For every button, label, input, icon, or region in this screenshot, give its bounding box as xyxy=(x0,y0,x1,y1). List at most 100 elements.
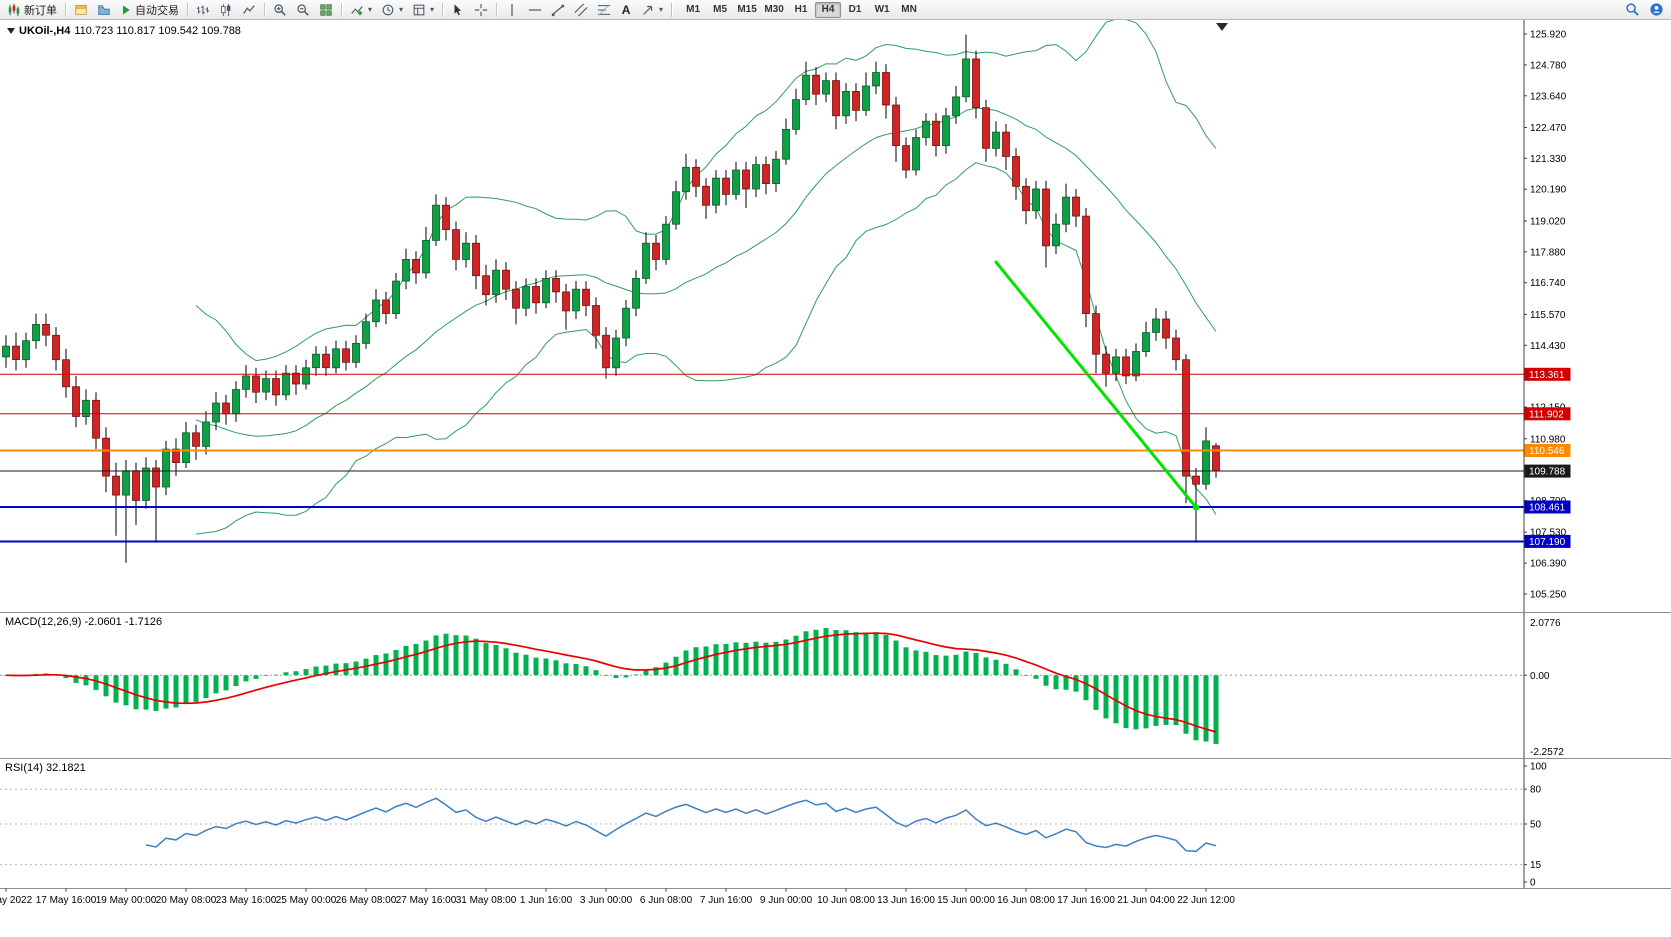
svg-text:1 Jun 16:00: 1 Jun 16:00 xyxy=(520,895,573,906)
svg-text:80: 80 xyxy=(1530,785,1542,796)
svg-text:111.902: 111.902 xyxy=(1529,409,1564,420)
svg-text:119.020: 119.020 xyxy=(1530,216,1566,227)
new-order-label: 新订单 xyxy=(24,4,57,17)
line-chart-icon xyxy=(243,4,255,14)
svg-text:10 Jun 08:00: 10 Jun 08:00 xyxy=(817,895,875,906)
new-order-icon xyxy=(8,3,20,16)
svg-text:123.640: 123.640 xyxy=(1530,91,1567,102)
zoom-in-icon xyxy=(274,3,286,16)
svg-text:16 Jun 08:00: 16 Jun 08:00 xyxy=(997,895,1055,906)
horizontal-line-icon xyxy=(528,8,542,11)
bar-chart-button[interactable] xyxy=(192,1,214,19)
svg-text:113.361: 113.361 xyxy=(1529,370,1565,381)
cursor-tool-button[interactable] xyxy=(447,1,469,19)
dropdown-caret-icon: ▾ xyxy=(399,5,404,14)
svg-text:25 May 00:00: 25 May 00:00 xyxy=(276,895,337,906)
autotrading-label: 自动交易 xyxy=(135,4,179,17)
chart-canvas[interactable]: 125.920 124.780 123.640 122.470 121.330 120.1… xyxy=(0,20,1671,937)
zoom-out-button[interactable] xyxy=(292,1,314,19)
profiles-button[interactable] xyxy=(93,1,115,19)
svg-text:116.740: 116.740 xyxy=(1530,278,1566,289)
svg-text:125.920: 125.920 xyxy=(1530,30,1567,41)
svg-text:3 Jun 00:00: 3 Jun 00:00 xyxy=(580,895,633,906)
timeframe-button-mn[interactable]: MN xyxy=(896,2,922,18)
svg-text:19 May 00:00: 19 May 00:00 xyxy=(96,895,157,906)
timeframe-button-m1[interactable]: M1 xyxy=(680,2,706,18)
candlestick-chart-icon xyxy=(221,3,231,16)
crosshair-tool-button[interactable] xyxy=(470,1,492,19)
svg-text:124.780: 124.780 xyxy=(1530,60,1567,71)
svg-text:6 Jun 08:00: 6 Jun 08:00 xyxy=(640,895,693,906)
fibonacci-icon xyxy=(597,3,611,16)
svg-text:15: 15 xyxy=(1530,860,1542,871)
vertical-line-tool-button[interactable] xyxy=(501,1,523,19)
templates-icon xyxy=(413,4,425,15)
svg-text:106.390: 106.390 xyxy=(1530,559,1567,570)
bar-chart-icon xyxy=(196,5,210,14)
new-order-button[interactable]: 新订单 xyxy=(3,1,61,19)
channel-icon xyxy=(574,2,588,17)
autotrading-button[interactable]: 自动交易 xyxy=(116,1,183,19)
svg-text:9 Jun 00:00: 9 Jun 00:00 xyxy=(760,895,813,906)
timeframe-button-d1[interactable]: D1 xyxy=(842,2,868,18)
svg-text:22 Jun 12:00: 22 Jun 12:00 xyxy=(1177,895,1235,906)
timeframe-button-h4[interactable]: H4 xyxy=(815,1,842,18)
timeframe-button-m15[interactable]: M15 xyxy=(734,2,760,18)
trendline-tool-button[interactable] xyxy=(547,1,569,19)
channel-tool-button[interactable] xyxy=(570,1,592,19)
trendline-icon xyxy=(551,4,565,16)
text-tool-label: A xyxy=(621,2,631,17)
toolbar-separator xyxy=(496,2,498,17)
search-button[interactable] xyxy=(1621,1,1644,19)
svg-text:100: 100 xyxy=(1530,762,1547,773)
profiles-icon xyxy=(98,4,110,15)
svg-text:20 May 08:00: 20 May 08:00 xyxy=(156,895,217,906)
zoom-out-icon xyxy=(297,3,309,16)
timeframe-button-m30[interactable]: M30 xyxy=(761,2,787,18)
svg-text:17 Jun 16:00: 17 Jun 16:00 xyxy=(1057,895,1115,906)
svg-text:31 May 08:00: 31 May 08:00 xyxy=(456,895,517,906)
templates-button[interactable]: ▾ xyxy=(408,1,438,19)
vertical-line-icon xyxy=(511,3,513,16)
line-chart-button[interactable] xyxy=(238,1,260,19)
svg-text:13 Jun 16:00: 13 Jun 16:00 xyxy=(877,895,935,906)
timeframe-button-h1[interactable]: H1 xyxy=(788,2,814,18)
svg-text:15 Jun 00:00: 15 Jun 00:00 xyxy=(937,895,995,906)
svg-text:17 May 16:00: 17 May 16:00 xyxy=(36,895,97,906)
svg-text:27 May 16:00: 27 May 16:00 xyxy=(396,895,457,906)
search-icon xyxy=(1626,3,1639,16)
toolbar-separator xyxy=(341,2,342,17)
svg-text:115.570: 115.570 xyxy=(1530,310,1566,321)
svg-text:6 May 2022: 6 May 2022 xyxy=(0,895,33,906)
tile-windows-button[interactable] xyxy=(315,1,337,19)
horizontal-line-tool-button[interactable] xyxy=(524,1,546,19)
timeframe-button-m5[interactable]: M5 xyxy=(707,2,733,18)
indicators-button[interactable]: ▾ xyxy=(346,1,376,19)
svg-text:26 May 08:00: 26 May 08:00 xyxy=(336,895,397,906)
toolbar-separator xyxy=(264,2,265,17)
zoom-in-button[interactable] xyxy=(269,1,291,19)
text-tool-button[interactable]: A xyxy=(616,1,636,19)
indicators-icon xyxy=(351,5,363,15)
timeframe-toolbar: M1 M5 M15 M30 H1 H4 D1 W1 MN xyxy=(680,1,922,18)
clock-icon xyxy=(382,4,394,15)
timeframe-button-w1[interactable]: W1 xyxy=(869,2,895,18)
toolbar-separator xyxy=(442,2,444,17)
svg-text:114.430: 114.430 xyxy=(1530,341,1566,352)
dropdown-caret-icon: ▾ xyxy=(368,5,373,14)
community-icon xyxy=(1650,3,1663,16)
svg-text:0: 0 xyxy=(1530,878,1536,889)
svg-text:107.530: 107.530 xyxy=(1530,528,1567,539)
new-chart-button[interactable] xyxy=(70,1,92,19)
tile-windows-icon xyxy=(320,3,332,16)
periods-button[interactable]: ▾ xyxy=(377,1,407,19)
dropdown-caret-icon: ▾ xyxy=(430,5,435,14)
toolbar-separator xyxy=(671,2,673,17)
autotrading-play-icon xyxy=(123,5,130,14)
svg-text:21 Jun 04:00: 21 Jun 04:00 xyxy=(1117,895,1175,906)
fibonacci-tool-button[interactable] xyxy=(593,1,615,19)
arrows-tool-button[interactable]: ▾ xyxy=(637,1,667,19)
candlestick-chart-button[interactable] xyxy=(215,1,237,19)
svg-text:7 Jun 16:00: 7 Jun 16:00 xyxy=(700,895,753,906)
community-button[interactable] xyxy=(1645,1,1668,19)
